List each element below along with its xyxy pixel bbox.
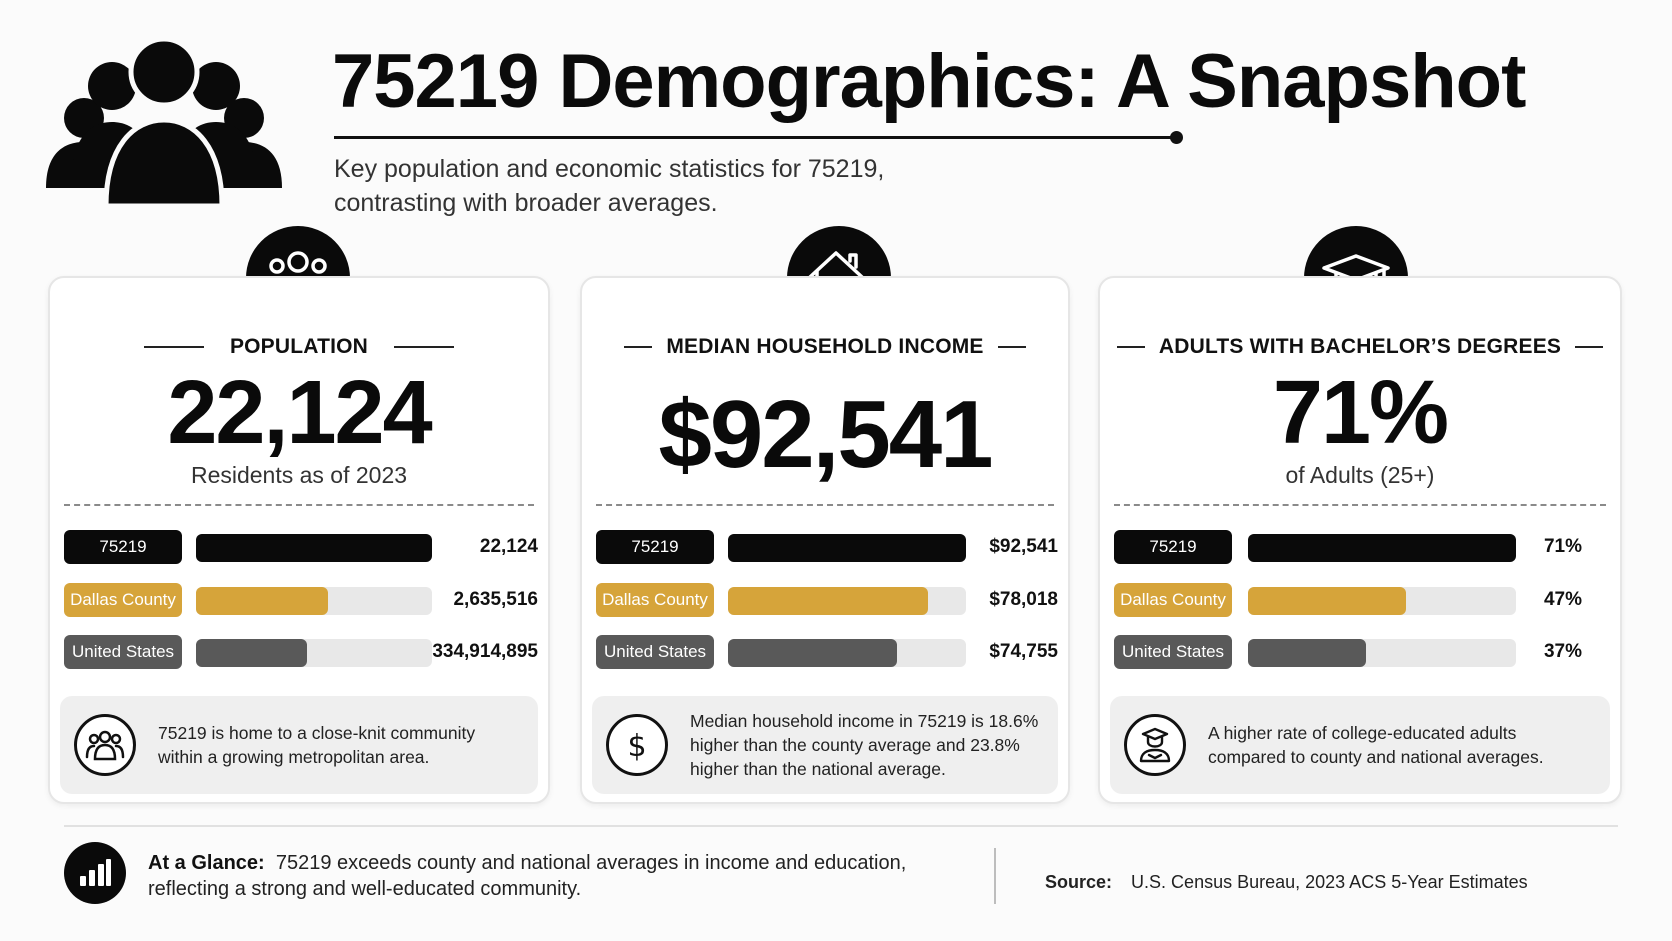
- title-underline: [334, 136, 1180, 139]
- row-label: Dallas County: [596, 583, 714, 617]
- row-label: 75219: [596, 530, 714, 564]
- bar-chart-icon: [64, 842, 126, 904]
- population-value: 22,124: [167, 363, 432, 463]
- row-value: 334,914,895: [432, 641, 538, 662]
- row-value: 2,635,516: [453, 589, 538, 610]
- dollar-icon: $: [606, 714, 668, 776]
- note-text: 75219 is home to a close-knit community …: [158, 723, 476, 767]
- row-value: 47%: [1543, 589, 1582, 610]
- row-label: United States: [64, 635, 182, 669]
- bar-fill: [196, 639, 307, 667]
- card-label: MEDIAN HOUSEHOLD INCOME: [666, 335, 984, 358]
- population-caption: Residents as of 2023: [190, 462, 408, 488]
- education-card: ADULTS WITH BACHELOR’S DEGREES 71% of Ad…: [1098, 276, 1622, 804]
- note-text: A higher rate of college-educated adults…: [1208, 723, 1544, 767]
- row-value: $92,541: [989, 536, 1058, 557]
- row-label: Dallas County: [1114, 583, 1232, 617]
- page-subtitle: Key population and economic statistics f…: [334, 155, 885, 217]
- income-value: $92,541: [658, 381, 993, 488]
- bar-fill: [728, 587, 928, 615]
- row-value: $74,755: [989, 641, 1058, 662]
- education-caption: of Adults (25+): [1285, 462, 1435, 488]
- svg-text:$: $: [627, 729, 646, 764]
- bar-fill: [196, 534, 432, 562]
- income-card: MEDIAN HOUSEHOLD INCOME $92,541 75219 $9…: [580, 276, 1070, 804]
- note-text: Median household income in 75219 is 18.6…: [690, 711, 1039, 779]
- row-label: United States: [596, 635, 714, 669]
- glance-label: At a Glance:: [148, 852, 265, 874]
- footer-vertical-divider: [994, 848, 996, 904]
- card-label: ADULTS WITH BACHELOR’S DEGREES: [1158, 335, 1562, 358]
- row-label: United States: [1114, 635, 1232, 669]
- bar-fill: [728, 534, 966, 562]
- population-card: POPULATION 22,124 Residents as of 2023 7…: [48, 276, 550, 804]
- source-label: Source:: [1045, 872, 1113, 892]
- bar-fill: [1248, 587, 1407, 615]
- education-value: 71%: [1272, 363, 1449, 463]
- source-citation: Source: U.S. Census Bureau, 2023 ACS 5-Y…: [1045, 872, 1528, 893]
- page-title: 75219 Demographics: A Snapshot: [332, 39, 1526, 124]
- community-icon: [74, 714, 136, 776]
- row-value: $78,018: [989, 589, 1058, 610]
- row-value: 71%: [1543, 536, 1582, 557]
- glance-text: 75219 exceeds county and national averag…: [148, 852, 907, 900]
- row-label: 75219: [64, 530, 182, 564]
- row-label: 75219: [1114, 530, 1232, 564]
- row-value: 37%: [1543, 641, 1582, 662]
- bar-fill: [728, 639, 897, 667]
- source-text: U.S. Census Bureau, 2023 ACS 5-Year Esti…: [1131, 872, 1528, 892]
- row-value: 22,124: [479, 536, 538, 557]
- bar-fill: [196, 587, 329, 615]
- people-group-icon: [46, 38, 282, 208]
- graduate-icon: [1124, 714, 1186, 776]
- footer-divider: [64, 825, 1618, 827]
- insight-note: $ Median household income in 75219 is 18…: [592, 696, 1058, 794]
- bar-fill: [1248, 639, 1366, 667]
- row-label: Dallas County: [64, 583, 182, 617]
- bar-fill: [1248, 534, 1516, 562]
- insight-note: 75219 is home to a close-knit community …: [60, 696, 538, 794]
- insight-note: A higher rate of college-educated adults…: [1110, 696, 1610, 794]
- card-label: POPULATION: [229, 335, 369, 358]
- title-underline-dot: [1170, 131, 1183, 144]
- at-a-glance: At a Glance: 75219 exceeds county and na…: [148, 850, 968, 902]
